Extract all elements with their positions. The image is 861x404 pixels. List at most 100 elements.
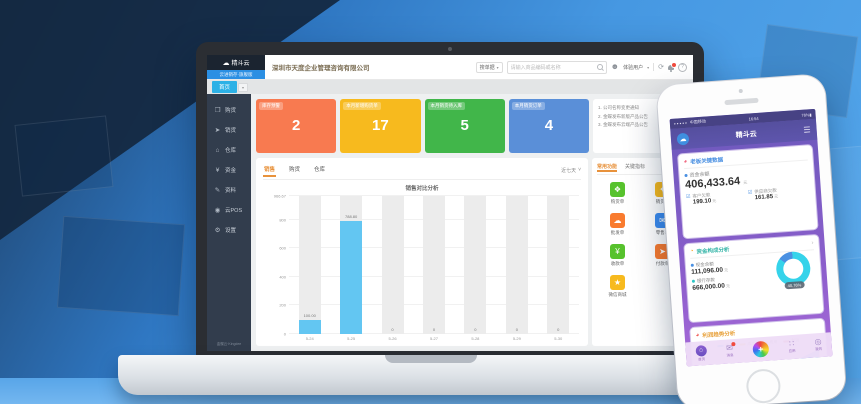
quick-tab-关键指标[interactable]: 关键指标 [625,164,646,170]
cloud-logo-icon: ☁ [222,59,230,67]
sidebar-item-label: 资金 [225,168,237,174]
sales-chart-panel: 销售 购货 仓库 近七天 ˅ 销售对比分析 0 200 400 600 800 966.67 1… [256,158,588,346]
search-category-select[interactable]: 搜单据 ▾ [475,61,503,73]
announcement-item[interactable]: 3. 金蝶发布云端产品公告 [598,122,649,128]
announcement-item[interactable]: 1. 公司名称变更通知 [598,105,640,110]
tab-message[interactable]: ✉ 消息 [726,341,736,358]
app-title: 精斗云 [735,130,757,139]
sidebar-item-设置[interactable]: ⚙ 设置 [207,220,251,240]
sidebar-item-资料[interactable]: ✎ 资料 [207,180,251,200]
tab-mine[interactable]: ◎ 我的 [814,337,822,352]
hamburger-menu-icon[interactable]: ☰ [803,125,811,135]
bullet-dot [691,279,696,284]
help-icon[interactable]: ? [678,62,687,72]
user-avatar-icon[interactable]: ☻ [610,62,620,71]
funds-analysis-card[interactable]: ◔ 资金构成分析 › 现金余额 111,096.00 元银行存款 666,000.0… [683,233,825,324]
sidebar: ❒ 购货 ➤ 销货 ⌂ 仓库 ¥ 资金 ✎ 资料 ◉ 云POS ⚙ 设置 金蝶云·Kingdee [207,94,251,351]
check-icon: ☑ [685,193,691,201]
laptop-base [118,355,744,395]
quick-action-label: 批发单 [610,230,625,235]
user-name[interactable]: 体验用户 [623,64,644,71]
bar-group: 100.00 [289,196,330,334]
tab-apps[interactable]: ∷ 应用 [788,339,796,354]
stat-card-value: 2 [291,117,301,134]
phone-content: ◕ 老板关键数据 资金余额 406,433.64 元 ☑ 客户欠款 199.10 元… [672,140,833,367]
stat-card[interactable]: 库存预警 2 [256,99,337,153]
stat-card[interactable]: 本月销货订单 4 [508,99,589,153]
card-title: 利润趋势分析 [702,330,736,340]
logo-subtitle: 云进销存·旗舰版 [207,70,265,79]
chart-tab-销售[interactable]: 销售 [263,163,277,177]
quick-action-付款单[interactable]: ➤ 付款单 [642,244,683,267]
bar-track: 0 [464,196,487,334]
laptop-base-notch [385,355,477,363]
date-range-select[interactable]: 近七天 ˅ [561,167,581,174]
sidebar-item-销货[interactable]: ➤ 销货 [207,120,251,140]
tab-label: 应用 [788,348,796,354]
stat-card[interactable]: 本月销货待入库 5 [424,99,505,153]
cloud-logo-icon[interactable]: ☁ [676,132,690,146]
sidebar-item-label: 仓库 [225,148,237,154]
quick-tab-常用功能[interactable]: 常用功能 [597,164,618,172]
bell-icon[interactable] [668,61,677,72]
page-tab-strip: 首页 ▾ [207,80,693,94]
signal-icon: ●●●●● [673,120,689,126]
sidebar-footer: 金蝶云·Kingdee [216,342,242,346]
quick-action-购货单[interactable]: ❖ 购货单 [597,182,638,205]
background-box [14,115,114,197]
y-tick-label: 600 [279,245,286,251]
stat-card-label: 本月新增购货单 [343,102,381,110]
bar-group: 0 [496,196,537,334]
search-icon[interactable] [596,64,603,70]
sidebar-item-云POS[interactable]: ◉ 云POS [207,200,251,220]
sidebar-item-购货[interactable]: ❒ 购货 [207,100,251,120]
battery-icon: ▮ [809,111,812,117]
announcement-item[interactable]: 2. 金蝶发布新版产品公告 [598,113,649,119]
chart-tab-仓库[interactable]: 仓库 [314,167,326,173]
home-button[interactable] [745,367,782,404]
key-data-card[interactable]: ◕ 老板关键数据 资金余额 406,433.64 元 ☑ 客户欠款 199.10 元… [676,144,819,240]
bar-value-label: 0 [557,327,560,332]
quick-action-微信商城[interactable]: ★ 微信商城 [597,275,638,298]
stat-card-label: 库存预警 [259,102,283,110]
search-input[interactable]: 请输入商品编码或名称 [506,60,607,74]
tab-dropdown-button[interactable]: ▾ [238,82,249,92]
bar-track: 0 [381,196,404,334]
quick-action-批发单[interactable]: ☁ 批发单 [597,213,638,236]
stat-card[interactable]: 本月新增购货单 17 [340,99,421,153]
bar-group: 788.80 [330,196,371,334]
chart-tab-购货[interactable]: 购货 [289,167,301,173]
unit-label: 元 [724,283,731,289]
sidebar-item-label: 销货 [225,128,237,134]
bar-group: 0 [538,196,579,334]
quick-action-收款单[interactable]: ¥ 收款单 [597,244,638,267]
notification-badge [671,61,677,68]
donut-badge: 40.76% [784,281,805,290]
quick-action-label: 微信商城 [608,292,627,297]
header-toolbar: 搜单据 ▾ 请输入商品编码或名称 ☻ 体验用户 ▾ ⟳ ? [475,60,687,74]
tab-home[interactable]: 首页 [212,81,238,93]
tab-home[interactable]: ⌂ 首页 [695,344,707,363]
chevron-right-icon[interactable]: › [811,240,814,247]
app-logo[interactable]: ☁ 精斗云 云进销存·旗舰版 [207,55,265,79]
bar-value-fill[interactable] [340,221,363,334]
quick-action-label: 收款单 [610,261,625,266]
sidebar-item-仓库[interactable]: ⌂ 仓库 [207,140,251,160]
quick-action-label: 零售单 [655,230,670,235]
unit-label: 元 [772,193,779,199]
quick-action-label: 销货单 [655,199,670,204]
stat-card-value: 5 [460,117,469,134]
app-header: ☁ 精斗云 云进销存·旗舰版 深圳市天度企业管理咨询有限公司 搜单据 ▾ 请输入… [207,55,693,80]
x-tick-label: 5-28 [471,336,480,341]
sidebar-item-label: 资料 [225,188,237,194]
refresh-icon[interactable]: ⟳ [658,63,664,71]
sidebar-item-资金[interactable]: ¥ 资金 [207,160,251,180]
chevron-down-icon: ˅ [578,167,581,173]
x-tick-label: 5-25 [347,336,356,341]
bar-value-label: 0 [474,327,477,332]
tab-add[interactable]: + [752,340,770,358]
sidebar-item-label: 设置 [225,228,237,234]
pie-icon: ◕ [683,158,688,166]
bar-value-fill[interactable] [298,319,321,334]
pos-icon: ◉ [214,207,221,214]
